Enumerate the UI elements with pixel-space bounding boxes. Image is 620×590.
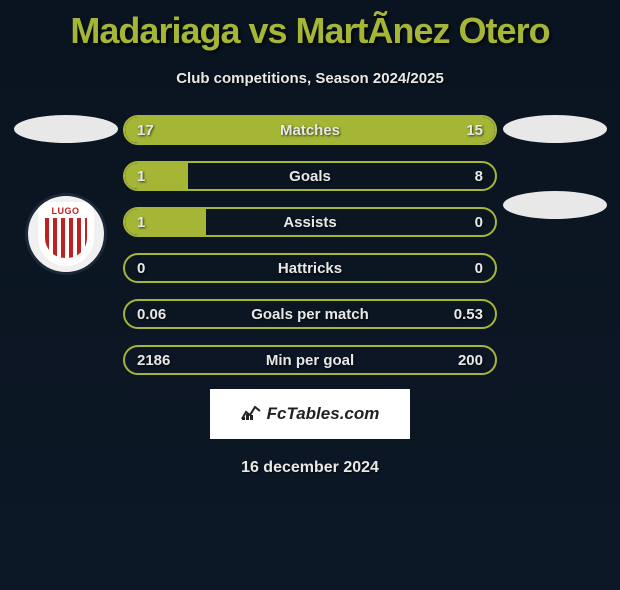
stat-value-left: 1 (137, 214, 145, 231)
source-label: FcTables.com (267, 404, 380, 424)
stat-value-right: 0.53 (454, 306, 483, 323)
stat-value-right: 0 (475, 260, 483, 277)
stat-value-right: 0 (475, 214, 483, 231)
badge-club-name: LUGO (52, 206, 80, 216)
stat-value-left: 0 (137, 260, 145, 277)
stat-bar: 0 Hattricks 0 (123, 253, 497, 283)
stat-value-left: 1 (137, 168, 145, 185)
badge-shield: LUGO (38, 202, 94, 266)
stat-label: Assists (283, 214, 336, 231)
stat-bar: 1 Goals 8 (123, 161, 497, 191)
comparison-title: Madariaga vs MartÃnez Otero (0, 10, 620, 52)
right-player-column (497, 115, 612, 375)
stat-label: Hattricks (278, 260, 342, 277)
stat-value-right: 8 (475, 168, 483, 185)
stat-bar: 2186 Min per goal 200 (123, 345, 497, 375)
source-attribution: FcTables.com (210, 389, 410, 439)
player-photo-placeholder (14, 115, 118, 143)
stats-bars-container: 17 Matches 15 1 Goals 8 1 Assists 0 0 Hattricks 0 0.… (123, 115, 497, 375)
player-photo-placeholder (503, 191, 607, 219)
badge-stripes (45, 218, 87, 258)
stat-label: Matches (280, 122, 340, 139)
stat-bar: 17 Matches 15 (123, 115, 497, 145)
player-photo-placeholder (503, 115, 607, 143)
comparison-content: LUGO 17 Matches 15 1 Goals 8 1 Assists 0 0 Hattric… (0, 115, 620, 375)
stat-label: Goals (289, 168, 331, 185)
stat-value-right: 200 (458, 352, 483, 369)
stat-value-left: 2186 (137, 352, 170, 369)
bar-fill-left (125, 163, 188, 189)
stat-label: Min per goal (266, 352, 354, 369)
stat-bar: 0.06 Goals per match 0.53 (123, 299, 497, 329)
stat-value-left: 17 (137, 122, 154, 139)
chart-icon (241, 404, 261, 425)
stat-value-left: 0.06 (137, 306, 166, 323)
left-player-column: LUGO (8, 115, 123, 375)
stat-label: Goals per match (251, 306, 369, 323)
club-badge-left: LUGO (25, 193, 107, 275)
comparison-date: 16 december 2024 (0, 459, 620, 477)
comparison-subtitle: Club competitions, Season 2024/2025 (0, 70, 620, 87)
stat-bar: 1 Assists 0 (123, 207, 497, 237)
stat-value-right: 15 (466, 122, 483, 139)
